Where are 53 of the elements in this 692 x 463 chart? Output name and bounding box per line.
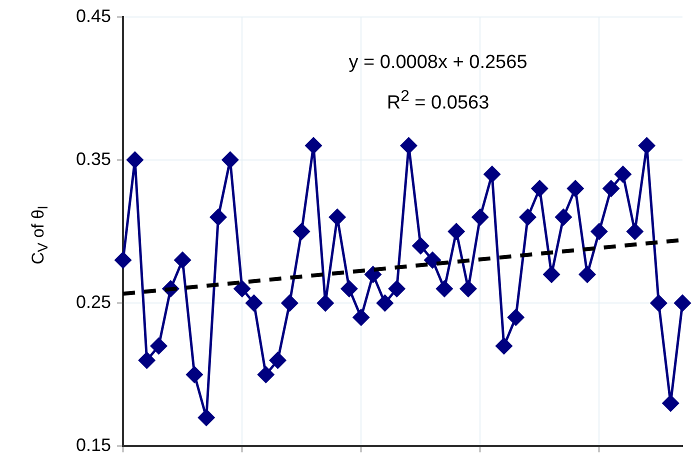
point: [174, 252, 191, 268]
point: [329, 208, 346, 226]
point: [340, 280, 358, 298]
point: [258, 366, 274, 383]
point: [650, 294, 667, 312]
point: [662, 395, 679, 412]
point: [234, 280, 250, 298]
point: [496, 338, 512, 354]
point: [579, 266, 596, 283]
point: [210, 208, 227, 226]
point: [114, 252, 132, 268]
point: [424, 252, 441, 268]
y-tick-label: 0.45: [76, 6, 112, 26]
point: [400, 137, 417, 154]
point: [436, 280, 453, 298]
point: [150, 338, 167, 354]
point: [246, 294, 262, 312]
point: [590, 223, 608, 240]
y-tick-label: 0.25: [76, 292, 112, 312]
point: [305, 137, 322, 154]
point: [364, 266, 382, 283]
y-tick-label: 0.35: [76, 148, 112, 169]
annotation: R$^{2}$ = 0.0563: [386, 88, 490, 114]
point: [448, 223, 465, 240]
point: [186, 366, 203, 383]
point: [674, 294, 691, 312]
annotation: y = 0.0008x + 0.2565: [348, 52, 528, 74]
point: [376, 294, 394, 312]
point: [222, 152, 238, 168]
point: [412, 238, 429, 254]
point: [388, 280, 406, 298]
point: [317, 294, 334, 312]
point: [531, 180, 548, 197]
point: [293, 223, 310, 240]
point: [281, 294, 298, 312]
point: [567, 180, 584, 197]
point: [270, 352, 286, 369]
point: [126, 152, 144, 168]
point: [460, 280, 476, 298]
point: [520, 208, 536, 226]
point: [484, 166, 500, 182]
y-tick-label: 0.15: [76, 435, 112, 456]
point: [626, 223, 644, 240]
point: [198, 409, 215, 426]
point: [614, 166, 632, 182]
point: [638, 137, 656, 154]
point: [555, 208, 572, 226]
point: [352, 309, 370, 326]
point: [602, 180, 620, 197]
point: [508, 309, 524, 326]
point: [138, 352, 156, 369]
point: [543, 266, 560, 283]
point: [472, 208, 488, 226]
